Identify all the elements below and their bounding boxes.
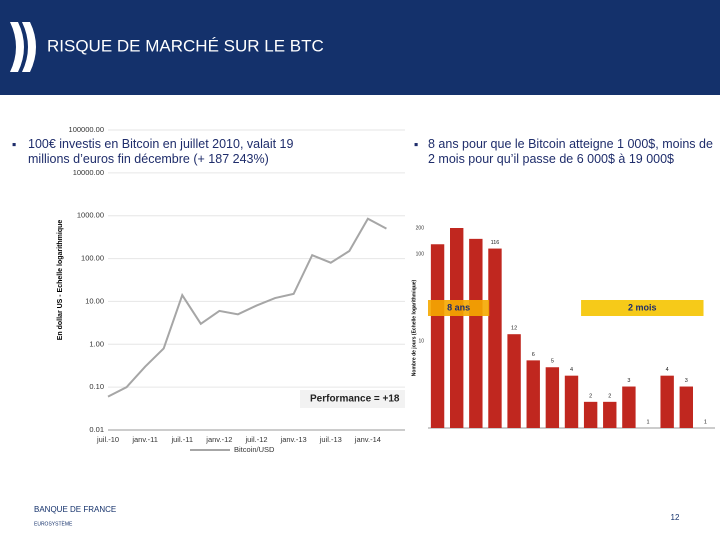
- x-tick-label: janv.-11: [131, 435, 158, 444]
- bar: [488, 248, 502, 428]
- y-tick-label: 1.00: [89, 339, 104, 348]
- value-label: 1: [704, 419, 707, 425]
- bar: [507, 334, 521, 428]
- value-label: 5: [551, 359, 554, 365]
- footer-subtitle: EUROSYSTÈME: [34, 520, 73, 527]
- value-label: 2: [608, 393, 611, 399]
- bar: [450, 228, 464, 428]
- bar: [679, 386, 693, 428]
- bar: [526, 360, 540, 428]
- x-tick-label: janv.-14: [354, 435, 381, 444]
- footer-logo: BANQUE DE FRANCE: [34, 505, 116, 514]
- x-tick-label: janv.-12: [205, 435, 232, 444]
- bar: [564, 375, 579, 428]
- y-tick-label: 100.00: [81, 254, 104, 263]
- bullet-text: 100€ investis en Bitcoin en juillet 2010…: [28, 137, 294, 166]
- value-label: 12: [511, 326, 517, 332]
- page-number: 12: [671, 513, 680, 522]
- bar: [660, 375, 674, 428]
- annotation-box: [581, 300, 704, 316]
- charts: En dollar US - Echelle logarithmique 0.01…: [57, 125, 715, 454]
- annotation: Performance = +18: [310, 394, 400, 405]
- x-tick-label: janv.-13: [280, 435, 307, 444]
- y-tick-label: 10: [418, 338, 424, 344]
- bullet-2: 8 ans pour que le Bitcoin atteigne 1 000…: [428, 137, 713, 166]
- y-tick-label: 200: [416, 225, 425, 231]
- logo-mark: [10, 22, 36, 72]
- bullet-1: 100€ investis en Bitcoin en juillet 2010…: [28, 137, 294, 166]
- bullet-text: 8 ans pour que le Bitcoin atteigne 1 000…: [428, 137, 713, 166]
- value-label: 116: [491, 240, 500, 246]
- y-tick-label: 0.01: [89, 425, 104, 434]
- value-label: 3: [627, 378, 630, 384]
- y-tick-label: 10000.00: [73, 168, 104, 177]
- bar: [469, 238, 483, 428]
- value-label: 3: [685, 378, 688, 384]
- x-tick-label: juil.-13: [319, 435, 342, 444]
- y-tick-label: 100: [416, 251, 425, 257]
- header-band: [0, 0, 720, 95]
- y-tick-label: 1000.00: [77, 211, 104, 220]
- y-tick-label: 100000.00: [69, 125, 104, 134]
- y-axis-label: En dollar US - Echelle logarithmique: [57, 220, 64, 341]
- bar: [603, 401, 617, 428]
- bullet-mark: ▪: [12, 137, 16, 151]
- value-label: 4: [570, 367, 573, 373]
- x-tick-label: juil.-11: [170, 435, 193, 444]
- annotation-box: [300, 390, 405, 408]
- bar: [430, 244, 445, 428]
- bar: [545, 367, 560, 428]
- bar: [583, 401, 598, 428]
- annotation: 8 ans: [447, 302, 470, 312]
- legend-label: Bitcoin/USD: [234, 445, 275, 454]
- bar: [622, 386, 636, 428]
- line-series: [107, 217, 387, 398]
- annotation-box: [428, 300, 490, 316]
- value-label: 2: [589, 393, 592, 399]
- y-tick-label: 0.10: [89, 382, 104, 391]
- value-label: 6: [532, 352, 535, 358]
- value-label: 1: [647, 419, 650, 425]
- x-tick-label: juil.-10: [96, 435, 119, 444]
- y-axis-label: Nombre de jours (Echelle logarithmique): [411, 279, 417, 376]
- slide-title: RISQUE DE MARCHÉ SUR LE BTC: [47, 36, 324, 55]
- y-tick-label: 10.00: [85, 296, 104, 305]
- annotation: 2 mois: [628, 302, 657, 312]
- x-tick-label: juil.-12: [244, 435, 267, 444]
- bullet-mark: ▪: [414, 137, 418, 151]
- value-label: 4: [666, 367, 669, 373]
